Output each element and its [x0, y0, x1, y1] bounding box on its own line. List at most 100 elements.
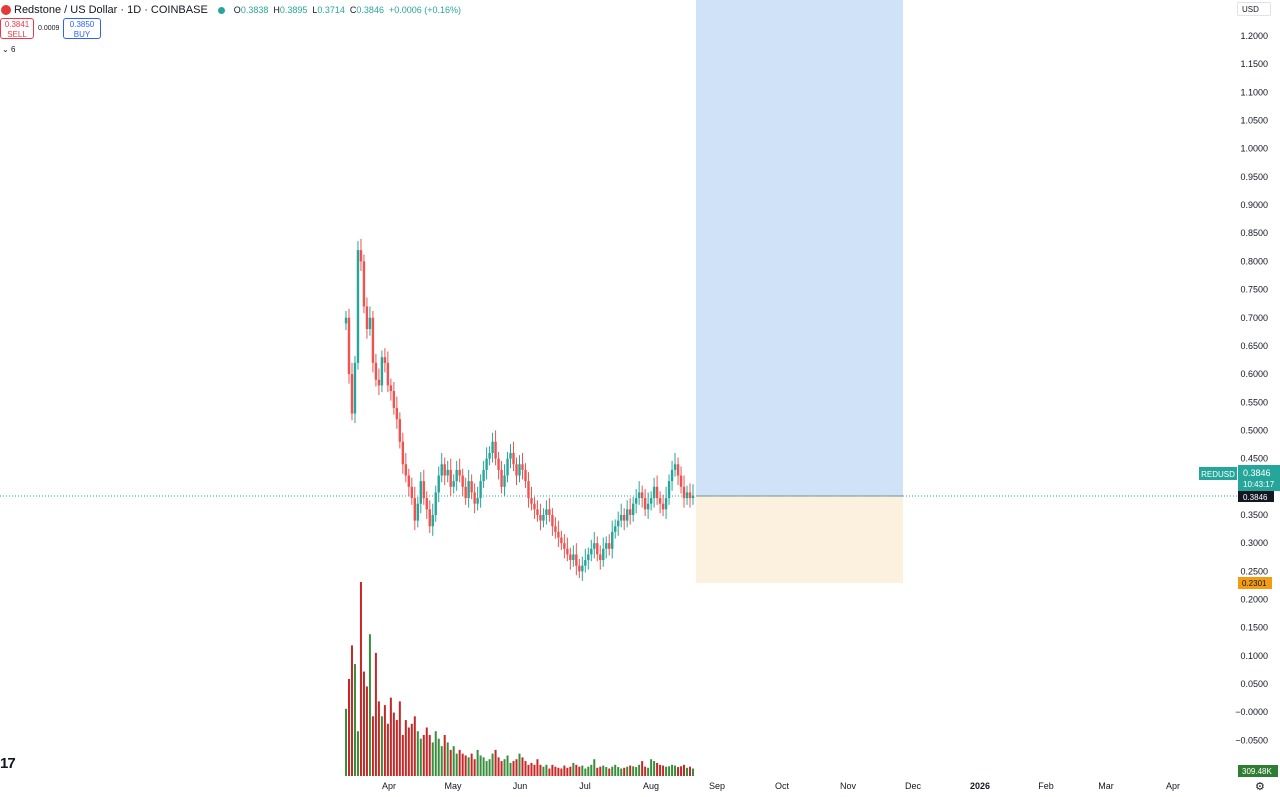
volume-bar [467, 757, 470, 776]
candle-body [539, 514, 542, 521]
candle-body [449, 469, 452, 487]
candle-body [542, 514, 545, 521]
candle-body [661, 503, 665, 510]
volume-bar [455, 753, 458, 776]
indicator-count: 6 [10, 45, 16, 54]
y-tick-label: 1.2000 [1240, 31, 1268, 41]
candle-body [524, 469, 527, 482]
candle-body [464, 486, 467, 499]
volume-bar [668, 766, 671, 776]
currency-button[interactable]: USD [1237, 2, 1271, 16]
volume-bar [656, 762, 659, 776]
target-zone[interactable] [696, 0, 903, 496]
candle-body [425, 498, 428, 510]
candle-body [386, 362, 390, 386]
sell-button[interactable]: 0.3841 SELL [0, 18, 34, 39]
candle-body [497, 458, 500, 470]
y-tick-label: −0.0500 [1235, 735, 1268, 745]
indicators-toggle[interactable]: ⌄ 6 [2, 45, 15, 54]
volume-bar [386, 723, 389, 776]
candle-body [649, 498, 653, 504]
candle-body [557, 531, 560, 538]
buy-label: BUY [73, 30, 91, 39]
volume-bar [461, 753, 464, 776]
symbol-label: REDUSD [1199, 467, 1237, 480]
high-label: H [273, 5, 280, 15]
volume-bar [590, 764, 593, 776]
candle-body [518, 464, 521, 476]
volume-bar [539, 764, 542, 776]
candle-body [359, 250, 363, 262]
candle-body [682, 486, 686, 499]
buy-button[interactable]: 0.3850 BUY [63, 18, 101, 39]
volume-bar [653, 761, 656, 776]
candle-body [691, 495, 695, 499]
candle-body [431, 514, 434, 527]
candle-body [575, 554, 578, 566]
candle-body [365, 306, 369, 330]
spread-value: 0.0009 [38, 25, 60, 32]
volume-bar [407, 727, 410, 776]
stop-zone[interactable] [696, 496, 903, 583]
volume-bar [566, 767, 569, 776]
candle-body [584, 560, 587, 566]
candle-body [563, 543, 566, 549]
y-tick-label: 0.1000 [1240, 651, 1268, 661]
candle-body [482, 469, 485, 482]
volume-bar [398, 701, 401, 776]
volume-bar [389, 697, 392, 776]
volume-label: 309.48K [1238, 765, 1278, 777]
sell-label: SELL [7, 30, 27, 39]
x-tick-label: Sep [709, 781, 725, 791]
candle-body [611, 531, 614, 549]
volume-bar [500, 761, 503, 776]
volume-bar [422, 734, 425, 776]
x-tick-label: Feb [1038, 781, 1054, 791]
price-axis[interactable]: 1.2000 1.1500 1.1000 1.0500 1.0000 0.9500 0.90… [1235, 31, 1268, 745]
volume-bar [680, 766, 683, 776]
volume-bar [419, 738, 422, 776]
candle-body [664, 498, 668, 510]
stop-price-text: 0.2301 [1242, 579, 1267, 588]
candle-body [688, 492, 692, 499]
y-tick-label: 1.1000 [1240, 87, 1268, 97]
volume-bar [608, 768, 611, 776]
candle-body [494, 441, 497, 459]
candle-body [362, 261, 366, 307]
volume-bar [542, 766, 545, 776]
volume-bar [623, 767, 626, 776]
candle-body [533, 503, 536, 510]
volume-bar [395, 720, 398, 776]
volume-bar [638, 764, 641, 776]
candle-body [368, 317, 372, 330]
tradingview-logo[interactable]: 17 [0, 755, 16, 772]
volume-bar [557, 767, 560, 776]
candle-body [631, 503, 635, 515]
volume-bar [629, 765, 632, 776]
candle-body [655, 486, 659, 499]
volume-bar [356, 731, 359, 776]
y-tick-label: 0.3000 [1240, 538, 1268, 548]
candle-body [500, 469, 503, 487]
crosshair-price-label: 0.3846 [1238, 491, 1274, 502]
y-tick-label: 0.5000 [1240, 425, 1268, 435]
volume-bar [530, 762, 533, 776]
volume-bar [605, 767, 608, 776]
volume-bar [545, 764, 548, 776]
chart-title[interactable]: Redstone / US Dollar · 1D · COINBASE [14, 4, 208, 16]
candle-body [569, 554, 572, 561]
candle-body [434, 492, 437, 515]
candle-body [605, 543, 608, 549]
volume-bar [345, 708, 347, 776]
gear-icon[interactable]: ⚙ [1255, 781, 1265, 793]
volume-bar [692, 768, 694, 776]
candle-body [479, 481, 482, 499]
volume-bar [515, 759, 518, 776]
x-tick-label: Apr [382, 781, 396, 791]
candle-body [467, 481, 470, 499]
time-axis[interactable]: Apr May Jun Jul Aug Sep Oct Nov Dec 2026 Feb Mar Apr [382, 781, 1180, 791]
candle-body [350, 374, 354, 414]
candle-body [347, 317, 351, 375]
market-status-icon[interactable] [217, 6, 225, 14]
